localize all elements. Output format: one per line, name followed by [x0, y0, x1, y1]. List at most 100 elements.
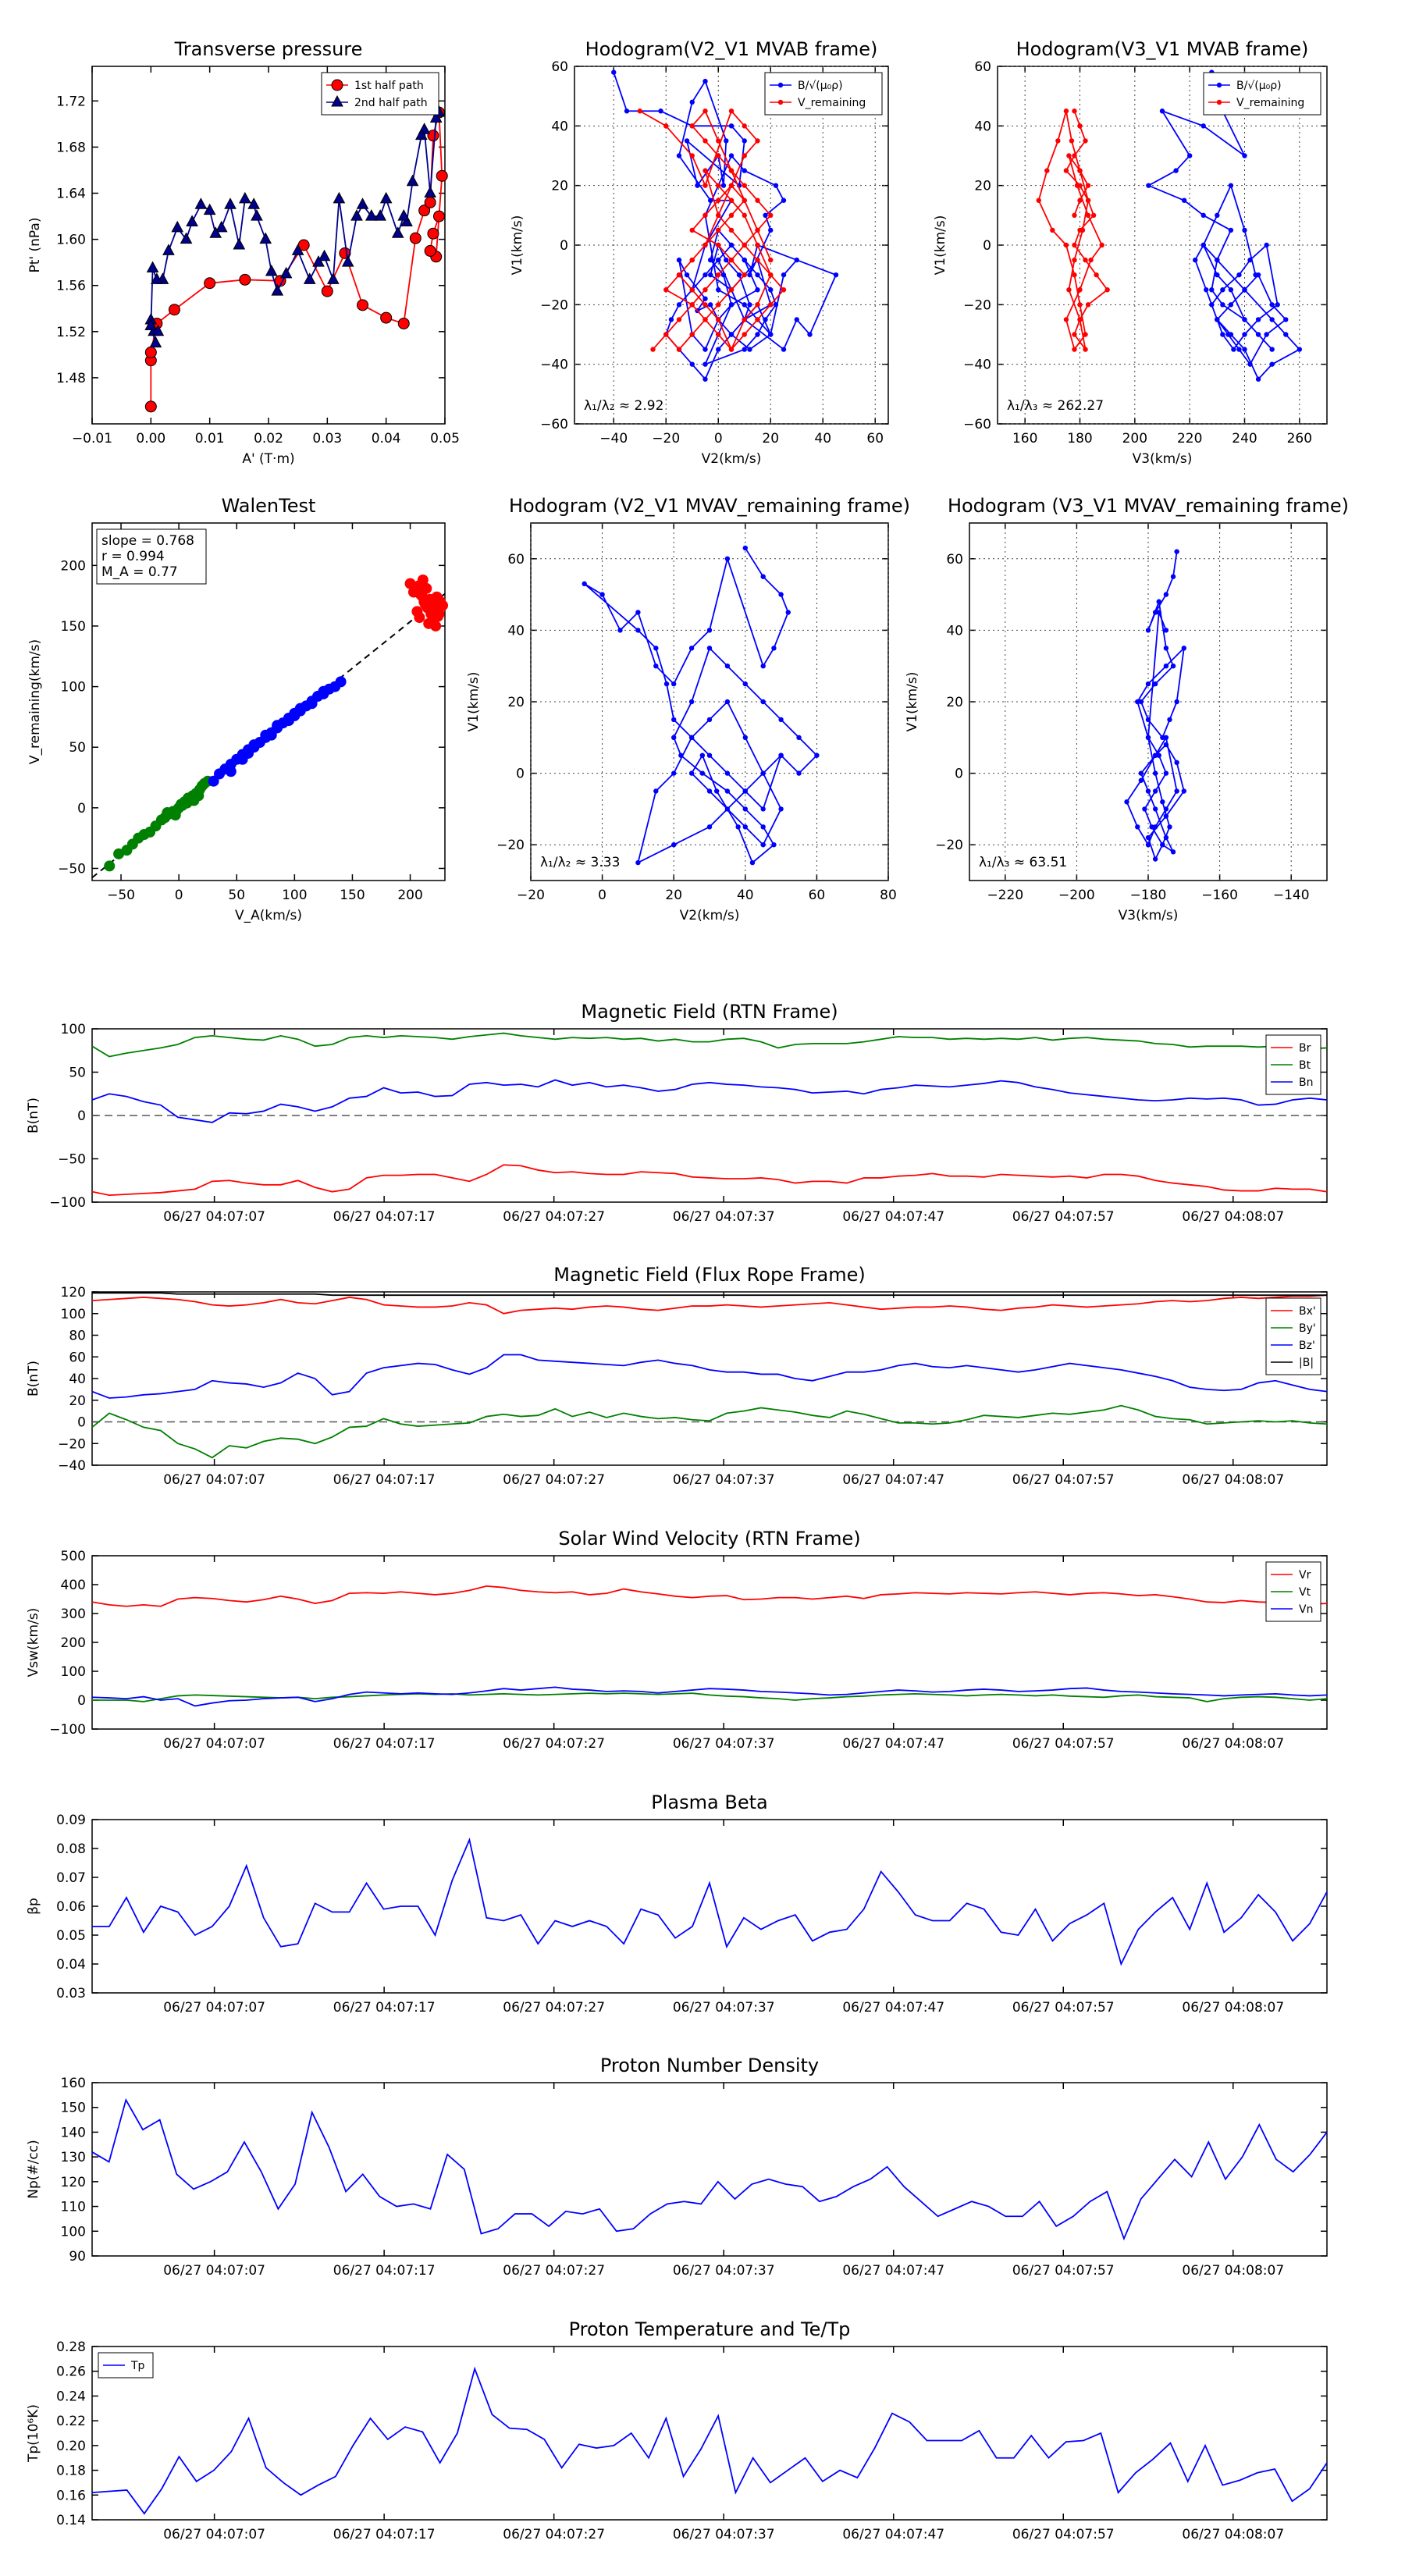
ts1-xtick-label: 06/27 04:08:07	[1182, 1209, 1284, 1225]
p4-point	[706, 753, 713, 758]
p5-point	[1163, 834, 1169, 841]
p4-point	[653, 664, 659, 669]
p5-xtick-label: −200	[1058, 888, 1095, 903]
p1-point	[702, 317, 708, 322]
p5-point	[1138, 777, 1144, 783]
p4-ytick-label: −20	[496, 838, 525, 853]
p0-point	[194, 197, 208, 209]
p2-point	[1077, 168, 1083, 173]
p1-xtick-label: 60	[866, 431, 884, 447]
p1-legend: B/√(μ₀ρ) V_remaining	[764, 72, 883, 116]
p0-point	[424, 196, 436, 208]
p0-point	[186, 215, 198, 226]
p1-ytick-label: 40	[551, 119, 568, 134]
p2-point	[1186, 153, 1193, 158]
p2-point	[1269, 317, 1275, 322]
p0-point	[259, 232, 272, 244]
ts2-ytick-label: 100	[61, 1307, 86, 1322]
p1-ytick-label: −20	[540, 297, 568, 313]
ts1-ytick-label: −100	[49, 1195, 86, 1211]
p4-point	[699, 753, 706, 758]
p2-legend-marker	[1216, 82, 1222, 88]
ts6-legend-label: Tp	[130, 2360, 145, 2372]
p3-ytick-label: 150	[61, 619, 86, 635]
p1-point	[742, 302, 747, 308]
ts2-series-By'-line	[91, 1404, 1328, 1459]
ts2-axes-frame	[91, 1291, 1328, 1466]
p4-point	[735, 824, 741, 830]
ts3-ytick-label: −100	[49, 1722, 86, 1738]
ts3-ytick-label: 0	[77, 1693, 86, 1709]
p5-point	[1163, 742, 1169, 748]
ts2-legend-label: By'	[1299, 1322, 1316, 1335]
ts4-xtick-label: 06/27 04:07:07	[163, 2000, 265, 2016]
p1-point	[742, 123, 747, 129]
p2-ylabel: V1(km/s)	[933, 215, 948, 276]
ts6-ytick-label: 0.20	[56, 2439, 86, 2454]
p5-point	[1156, 753, 1161, 758]
p1-point	[708, 302, 713, 308]
p4-point	[771, 646, 777, 651]
p4-point	[671, 717, 677, 723]
p4-point	[760, 699, 766, 705]
p1-point	[702, 287, 708, 293]
p4-point	[706, 717, 713, 723]
p0-point	[333, 191, 346, 204]
p4-point	[706, 824, 713, 830]
p1-point	[676, 257, 682, 263]
p0-point	[224, 197, 237, 209]
ts2-legend: Bx' By' Bz' |B|	[1265, 1297, 1321, 1375]
p0-point	[424, 186, 437, 198]
ts5-ytick-label: 90	[69, 2249, 86, 2265]
p1-point	[768, 227, 774, 233]
p2-point	[1072, 153, 1077, 158]
p3-point	[272, 720, 283, 731]
ts3-xtick-label: 06/27 04:08:07	[1182, 1736, 1284, 1752]
p5-point	[1135, 824, 1140, 830]
p1-point	[781, 347, 787, 352]
p2-xtick-label: 260	[1287, 431, 1312, 447]
p0-point	[341, 255, 354, 267]
p5-point	[1160, 735, 1165, 740]
p0-point	[379, 191, 393, 204]
ts2-xtick-label: 06/27 04:07:17	[333, 1472, 436, 1488]
p2-point	[1255, 376, 1261, 382]
p5-xtick-label: −140	[1273, 888, 1310, 903]
p1-point	[663, 287, 669, 293]
p5-point	[1181, 788, 1187, 794]
p1-xtick-label: 20	[762, 431, 779, 447]
p1-point	[768, 257, 774, 263]
p1-point	[702, 302, 708, 308]
p2-ytick-label: −20	[963, 297, 991, 313]
p3-fit-line	[91, 592, 446, 879]
p3-point	[417, 574, 429, 585]
p2-point	[1077, 302, 1083, 308]
p2-point	[1297, 347, 1303, 352]
p1-point	[716, 212, 721, 219]
p1-point	[702, 242, 708, 248]
p4-point	[796, 770, 802, 776]
p1-point	[742, 183, 747, 188]
p5-point	[1163, 735, 1169, 740]
ts1-ytick-label: 50	[69, 1066, 86, 1081]
p2-point	[1088, 257, 1094, 263]
p1-point	[650, 347, 656, 352]
p1-xlabel: V2(km/s)	[702, 451, 762, 467]
p2-point	[1242, 347, 1247, 352]
p4-point	[760, 574, 766, 579]
ts3-series-Vn-line	[91, 1686, 1328, 1707]
p4-ytick-label: 60	[507, 552, 525, 568]
ts1-xtick-label: 06/27 04:07:37	[673, 1209, 775, 1225]
p5-point	[1156, 599, 1161, 604]
ts2-series-Bz'-line	[91, 1354, 1328, 1399]
p4-point	[778, 592, 784, 597]
p4-point	[724, 664, 731, 669]
p4-point	[724, 806, 731, 812]
p1-point	[768, 287, 774, 293]
p1-point	[695, 183, 700, 188]
p1-point	[773, 302, 779, 308]
p0-xtick-label: 0.03	[312, 431, 342, 447]
p1-point	[742, 317, 747, 322]
p0-point	[239, 191, 251, 204]
p2-xtick-label: 240	[1232, 431, 1257, 447]
